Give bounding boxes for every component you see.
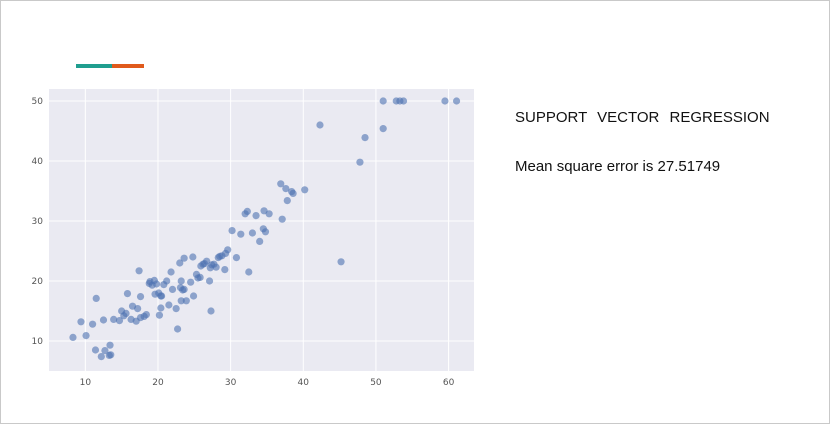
data-point bbox=[157, 304, 165, 312]
y-tick-label: 20 bbox=[32, 277, 44, 287]
data-point bbox=[173, 325, 182, 333]
data-point bbox=[92, 294, 100, 302]
accent-bar-teal bbox=[76, 64, 112, 68]
data-point bbox=[379, 97, 387, 105]
data-point bbox=[101, 347, 109, 355]
data-point bbox=[107, 351, 115, 359]
data-point bbox=[224, 246, 232, 254]
x-tick-label: 60 bbox=[443, 378, 455, 388]
data-point bbox=[172, 305, 180, 313]
x-tick-label: 30 bbox=[225, 378, 237, 388]
data-point bbox=[278, 215, 286, 223]
data-point bbox=[189, 253, 197, 261]
data-point bbox=[135, 267, 143, 275]
data-point bbox=[289, 189, 297, 197]
data-point bbox=[163, 277, 171, 285]
data-point bbox=[142, 311, 150, 319]
data-point bbox=[356, 158, 364, 166]
data-point bbox=[277, 180, 285, 188]
data-point bbox=[134, 305, 142, 313]
data-point bbox=[221, 266, 229, 274]
data-point bbox=[182, 297, 190, 305]
slide-heading: SUPPORT VECTOR REGRESSION bbox=[515, 109, 770, 126]
data-point bbox=[337, 258, 345, 266]
x-tick-label: 20 bbox=[152, 378, 164, 388]
data-point bbox=[177, 297, 185, 305]
y-tick-label: 10 bbox=[32, 337, 44, 347]
data-point bbox=[69, 333, 77, 341]
data-point bbox=[97, 353, 105, 361]
data-point bbox=[176, 259, 184, 267]
data-point bbox=[177, 277, 185, 285]
data-point bbox=[361, 134, 369, 142]
data-point bbox=[282, 185, 290, 193]
data-point bbox=[158, 292, 166, 300]
data-point bbox=[165, 301, 173, 309]
data-point bbox=[207, 307, 215, 315]
data-point bbox=[136, 293, 145, 301]
scatter-chart: 10 20 30 40 50 60 10 20 30 40 50 bbox=[32, 89, 474, 388]
data-point bbox=[196, 273, 204, 281]
x-tick-label: 10 bbox=[80, 378, 92, 388]
data-point bbox=[180, 254, 188, 262]
data-point bbox=[301, 186, 309, 194]
data-point bbox=[232, 254, 241, 262]
data-point bbox=[379, 125, 387, 133]
x-tick-label: 50 bbox=[370, 378, 382, 388]
data-point bbox=[167, 268, 175, 276]
data-point bbox=[99, 316, 108, 324]
data-point bbox=[115, 317, 124, 325]
data-point bbox=[168, 285, 177, 293]
data-point bbox=[265, 210, 273, 218]
data-point bbox=[245, 268, 253, 276]
data-point bbox=[261, 228, 270, 236]
data-point bbox=[123, 290, 132, 298]
y-tick-label: 40 bbox=[32, 157, 44, 167]
x-tick-label: 40 bbox=[298, 378, 310, 388]
data-point bbox=[91, 346, 100, 354]
accent-bar-orange bbox=[112, 64, 144, 68]
data-point bbox=[187, 278, 195, 286]
data-point bbox=[252, 212, 260, 220]
data-point bbox=[106, 341, 114, 349]
data-point bbox=[248, 229, 257, 237]
data-point bbox=[228, 227, 236, 235]
mse-readout: Mean square error is 27.51749 bbox=[515, 158, 721, 175]
y-tick-label: 30 bbox=[32, 217, 44, 227]
data-point bbox=[122, 309, 130, 317]
data-point bbox=[452, 97, 461, 105]
data-point bbox=[399, 97, 408, 105]
data-point bbox=[243, 207, 251, 215]
data-point bbox=[88, 320, 97, 328]
data-point bbox=[77, 318, 85, 326]
data-point bbox=[82, 332, 90, 340]
data-point bbox=[256, 237, 264, 245]
data-point bbox=[152, 280, 161, 288]
data-point bbox=[180, 285, 188, 293]
data-point bbox=[212, 263, 220, 271]
y-tick-label: 50 bbox=[32, 97, 44, 107]
data-point bbox=[110, 315, 118, 323]
data-point bbox=[155, 311, 164, 319]
data-point bbox=[441, 97, 449, 105]
data-point bbox=[283, 197, 291, 205]
data-point bbox=[316, 121, 324, 129]
data-point bbox=[205, 277, 214, 285]
data-point bbox=[203, 257, 211, 265]
data-point bbox=[237, 230, 245, 238]
data-point bbox=[189, 292, 198, 300]
